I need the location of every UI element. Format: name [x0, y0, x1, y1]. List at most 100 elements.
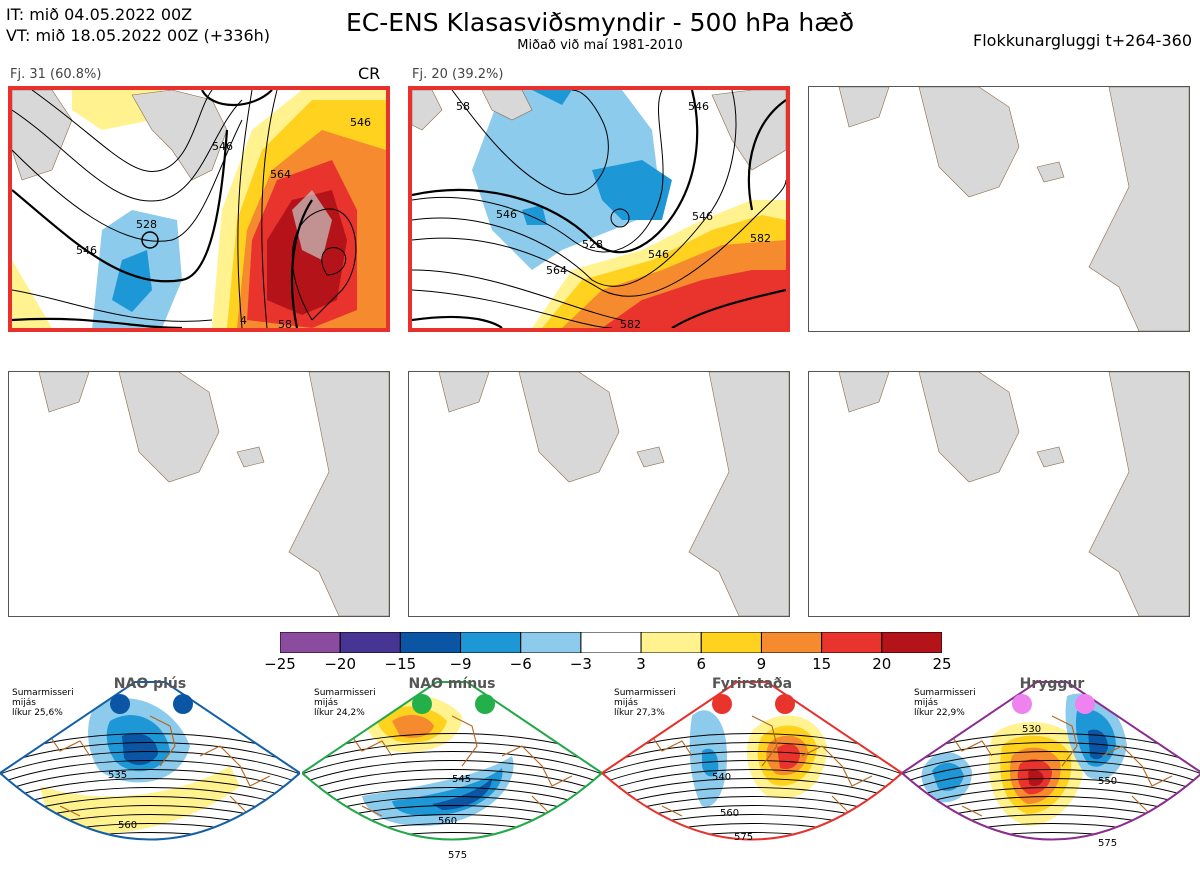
classification-window: Flokkunargluggi t+264-360	[973, 31, 1192, 50]
regime-marker-dot	[712, 694, 732, 714]
cluster-1-tag: CR	[358, 64, 381, 83]
colorbar-tick-label: −15	[384, 655, 417, 673]
cluster-map-1-graphic: 528 546 546 564 546 58 4	[12, 90, 386, 328]
cluster-2-label: Fj. 20 (39.2%)	[412, 67, 504, 82]
regime-note: Sumarmisseri mijás líkur 27,3%	[614, 688, 676, 718]
regime-sector-map: 545 560 575	[302, 681, 602, 861]
regime-note: Sumarmisseri mijás líkur 22,9%	[914, 688, 976, 718]
colorbar-tick-label: −3	[569, 655, 592, 673]
regime-contour-label: 550	[1098, 776, 1117, 787]
regime-contour-label: 560	[118, 820, 137, 831]
colorbar-swatch	[700, 631, 762, 654]
header-left: IT: mið 04.05.2022 00Z VT: mið 18.05.202…	[6, 4, 270, 46]
empty-map-4-graphic	[38, 372, 389, 616]
regime-note-line: líkur 27,3%	[614, 708, 665, 718]
regime-panel[interactable]: 545 560 575 NAO mínus Sumarmisseri mijás líkur…	[302, 676, 602, 871]
cluster-2-contour-label: 546	[688, 100, 709, 113]
colorbar-swatch	[881, 631, 943, 654]
page-subtitle: Miðað við maí 1981-2010	[517, 38, 683, 53]
cluster-map-2[interactable]: 546 528 546 564 546 582 546 582 58	[408, 86, 790, 332]
colorbar-tick-label: −9	[449, 655, 472, 673]
cluster-2-contour-label: 58	[456, 100, 470, 113]
regime-contour-label: 575	[734, 832, 753, 843]
regime-contour-label: 535	[108, 770, 127, 781]
colorbar-swatch	[821, 631, 883, 654]
colorbar-swatch	[640, 631, 702, 654]
cluster-2-contour-label: 546	[648, 248, 669, 261]
colorbar-swatch	[580, 631, 642, 654]
cluster-2-contour-label: 546	[692, 210, 713, 223]
regime-panel[interactable]: 540 560 575 Fyrirstaða Sumarmisseri mijás líku…	[602, 676, 902, 871]
colorbar-tick-label: 6	[696, 655, 707, 673]
colorbar-tick-label: −20	[324, 655, 356, 673]
colorbar-tick-label: 25	[932, 655, 952, 673]
cluster-1-contour-label: 58	[278, 318, 292, 328]
colorbar	[279, 631, 943, 654]
empty-map-5-graphic	[438, 372, 789, 616]
regime-note-line: mijás	[914, 698, 938, 708]
regime-note-line: Sumarmisseri	[914, 688, 976, 698]
regime-contour-label: 575	[1098, 838, 1117, 849]
cluster-2-contour-label: 546	[496, 208, 517, 221]
colorbar-swatch	[279, 631, 341, 654]
regime-marker-dot	[110, 694, 130, 714]
regime-title: Fyrirstaða	[711, 676, 793, 692]
regime-panel[interactable]: 535 560 NAO plús Sumarmisseri mijás líkur 25,…	[0, 676, 300, 871]
cluster-1-contour-label: 546	[350, 116, 371, 129]
regime-marker-dot	[1012, 694, 1032, 714]
regime-contour-label: 540	[712, 772, 731, 783]
empty-map-3-graphic	[838, 87, 1189, 331]
regime-note-line: mijás	[12, 698, 36, 708]
regime-panel[interactable]: 530 550 575 Hryggur Sumarmisseri mijás líkur 2…	[902, 676, 1200, 871]
regime-sector-map: 540 560 575	[602, 681, 902, 843]
regime-title: Hryggur	[1019, 676, 1085, 692]
colorbar-swatch	[339, 631, 401, 654]
regime-sector-map: 535 560	[0, 681, 300, 841]
regime-contour-label: 575	[448, 850, 467, 861]
regime-contour-label: 560	[720, 808, 739, 819]
regime-note-line: mijás	[314, 698, 338, 708]
empty-map-6	[808, 371, 1190, 617]
valid-time: VT: mið 18.05.2022 00Z (+336h)	[6, 26, 271, 45]
initial-time: IT: mið 04.05.2022 00Z	[6, 5, 193, 24]
colorbar-swatch	[520, 631, 582, 654]
empty-map-3	[808, 86, 1190, 332]
regime-contour-label: 545	[452, 774, 471, 785]
colorbar-swatch	[399, 631, 462, 654]
cluster-2-contour-label: 528	[582, 238, 603, 251]
cluster-2-contour-label: 582	[750, 232, 771, 245]
regime-contour-label: 530	[1022, 724, 1041, 735]
colorbar-labels: −25 −20 −15 −9 −6 −3 3 6 9 15 20 25	[0, 655, 1200, 675]
regime-marker-dot	[475, 694, 495, 714]
regime-note-line: Sumarmisseri	[12, 688, 74, 698]
regime-marker-dot	[1075, 694, 1095, 714]
regime-title: NAO plús	[113, 676, 187, 692]
regime-marker-dot	[775, 694, 795, 714]
regime-contour-label: 560	[438, 816, 457, 827]
regime-title: NAO mínus	[408, 676, 496, 692]
colorbar-tick-label: −6	[509, 655, 532, 673]
regime-row: 535 560 NAO plús Sumarmisseri mijás líkur 25,…	[0, 676, 1200, 871]
regime-note: Sumarmisseri mijás líkur 24,2%	[314, 688, 376, 718]
regime-note-line: mijás	[614, 698, 638, 708]
empty-map-4	[8, 371, 390, 617]
regime-sector-map: 530 550 575	[902, 681, 1200, 849]
regime-note-line: Sumarmisseri	[614, 688, 676, 698]
colorbar-tick-label: −25	[264, 655, 296, 673]
colorbar-swatch	[460, 631, 522, 654]
cluster-map-1[interactable]: 528 546 546 564 546 58 4	[8, 86, 390, 332]
regime-marker-dot	[173, 694, 193, 714]
cluster-map-2-graphic: 546 528 546 564 546 582 546 582 58	[412, 90, 786, 328]
regime-note-line: Sumarmisseri	[314, 688, 376, 698]
colorbar-tick-label: 3	[636, 655, 646, 673]
cluster-1-contour-label: 4	[240, 314, 247, 327]
cluster-1-contour-label: 546	[76, 244, 97, 257]
regime-marker-dot	[412, 694, 432, 714]
colorbar-swatch	[760, 631, 823, 654]
colorbar-tick-label: 20	[872, 655, 892, 673]
cluster-1-label: Fj. 31 (60.8%)	[10, 67, 102, 82]
regime-note-line: líkur 25,6%	[12, 708, 63, 718]
cluster-2-contour-label: 564	[546, 264, 567, 277]
regime-note: Sumarmisseri mijás líkur 25,6%	[12, 688, 74, 718]
empty-map-6-graphic	[838, 372, 1189, 616]
